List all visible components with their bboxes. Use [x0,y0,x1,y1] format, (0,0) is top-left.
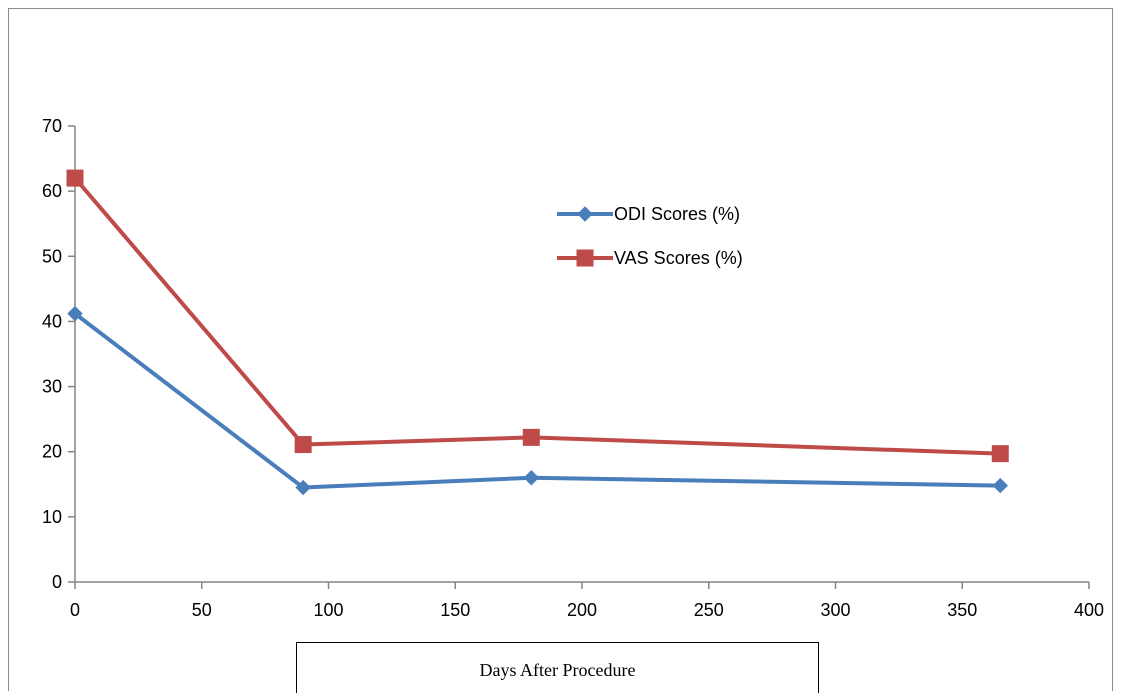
series-line-vas [73,176,1001,456]
x-tick-label: 200 [567,600,597,620]
data-point-odi [523,470,540,486]
x-tick-label: 150 [440,600,470,620]
x-axis-label: Days After Procedure [296,642,819,693]
y-tick-label: 70 [42,116,62,136]
data-point-vas [522,428,540,446]
legend-label: VAS Scores (%) [614,248,743,268]
data-point-vas [294,436,312,454]
legend-marker [576,249,594,267]
y-tick-label: 30 [42,377,62,397]
legend-marker [577,206,593,222]
x-tick-label: 0 [70,600,80,620]
series-lines [73,176,1001,490]
y-tick-label: 50 [42,246,62,266]
x-tick-label: 250 [694,600,724,620]
x-ticks: 0 50 100 150 200 250 300 350 400 [70,582,1104,620]
data-point-vas [991,445,1009,463]
chart-frame [8,8,1113,691]
x-tick-label: 50 [192,600,212,620]
series-line-odi [73,312,1001,490]
data-point-odi [295,479,311,496]
y-ticks: 0 10 20 30 40 50 60 70 [42,116,75,592]
legend-label: ODI Scores (%) [614,204,740,224]
y-tick-label: 40 [42,311,62,331]
data-point-odi [992,477,1008,494]
series-markers [66,169,1009,496]
y-tick-label: 20 [42,442,62,462]
y-tick-label: 60 [42,181,62,201]
data-point-odi [67,305,83,322]
data-point-vas [66,169,84,187]
x-tick-label: 350 [947,600,977,620]
x-tick-label: 400 [1074,600,1104,620]
legend: ODI Scores (%) VAS Scores (%) [557,204,743,268]
y-tick-label: 0 [52,572,62,592]
y-tick-label: 10 [42,507,62,527]
x-tick-label: 300 [820,600,850,620]
x-tick-label: 100 [313,600,343,620]
